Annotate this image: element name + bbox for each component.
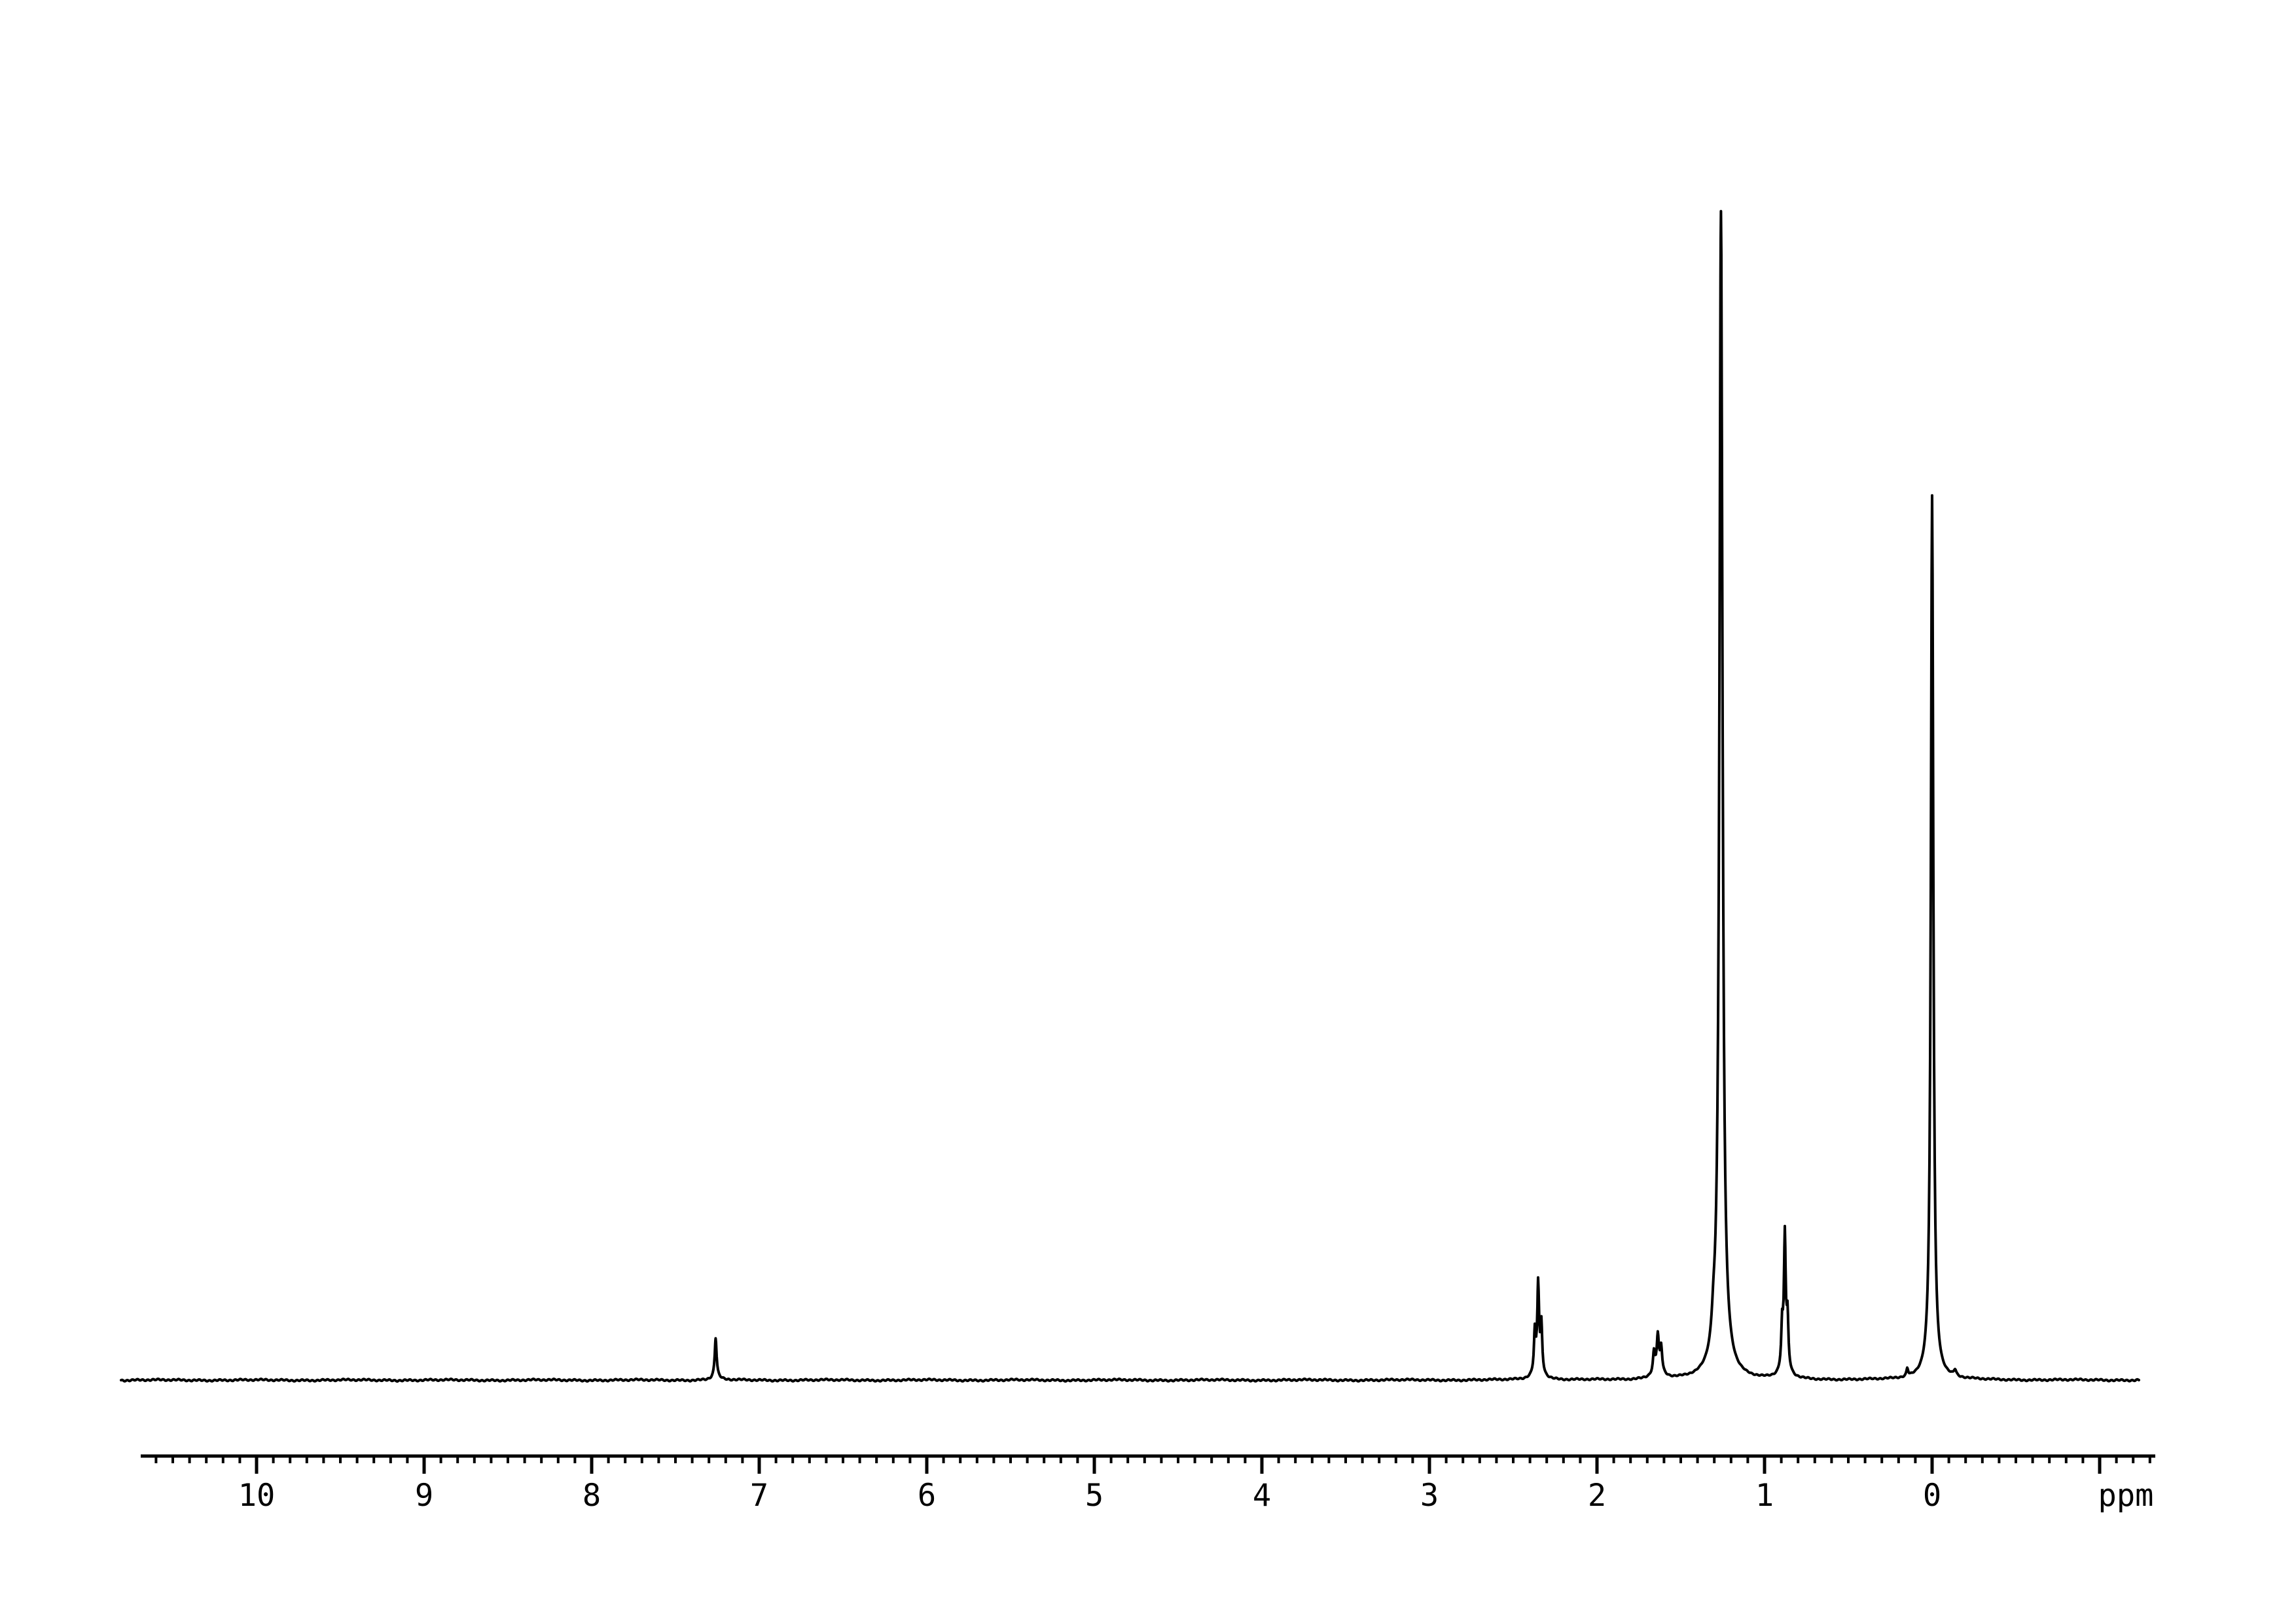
axis-minor-ticks [154,1456,2151,1463]
axis-tick-label: 0 [1923,1478,1941,1514]
axis-tick-label: 10 [238,1478,276,1514]
axis-tick-label: 1 [1755,1478,1774,1514]
axis-tick-label: 7 [750,1478,768,1514]
ppm-axis: 10 9 8 7 6 5 4 3 2 1 0 ppm [141,1454,2155,1514]
axis-unit-label: ppm [2098,1478,2154,1514]
axis-tick-label: 3 [1420,1478,1439,1514]
axis-tick-label: 6 [918,1478,936,1514]
axis-tick-labels: 10 9 8 7 6 5 4 3 2 1 0 [238,1478,1941,1514]
spectrum-trace [120,210,2140,1383]
axis-tick-label: 5 [1085,1478,1103,1514]
axis-tick-label: 9 [415,1478,433,1514]
axis-major-ticks [255,1456,2102,1474]
axis-tick-label: 4 [1253,1478,1271,1514]
axis-tick-label: 2 [1588,1478,1606,1514]
axis-tick-label: 8 [583,1478,601,1514]
